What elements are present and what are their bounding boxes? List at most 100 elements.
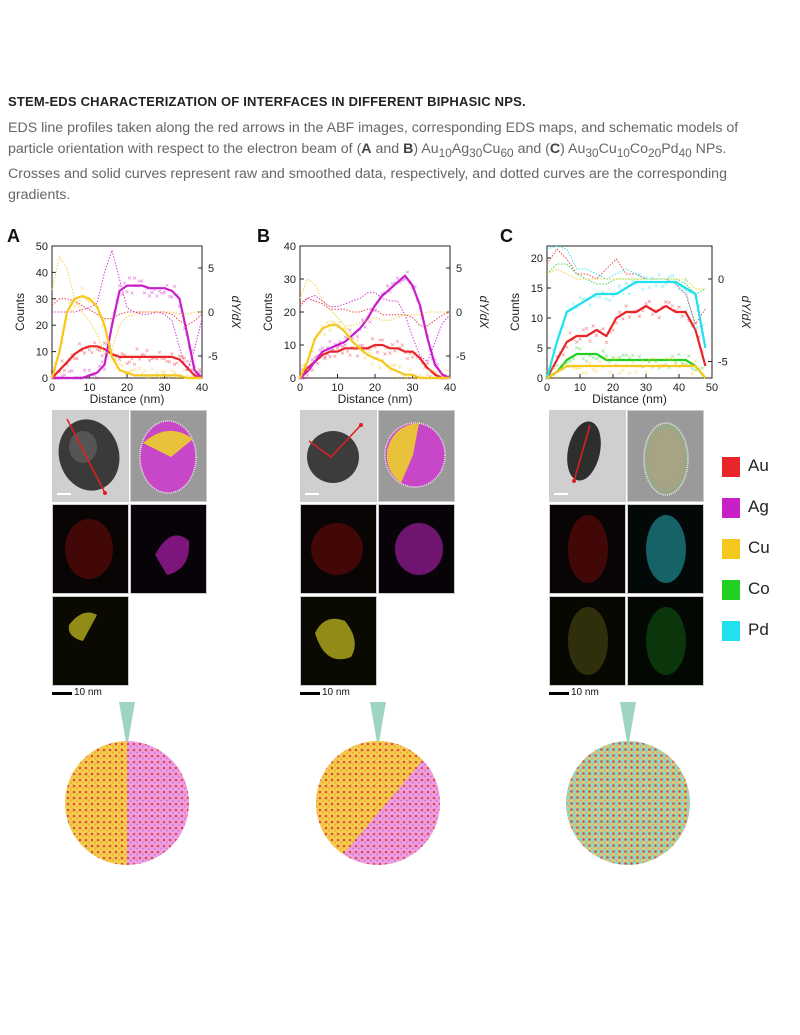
raw-data-cross — [90, 350, 94, 355]
raw-data-cross — [571, 366, 576, 371]
raw-data-cross — [555, 363, 559, 368]
y-axis-label: Counts — [508, 293, 522, 331]
raw-data-cross — [97, 348, 102, 353]
raw-data-cross — [162, 290, 167, 294]
raw-data-cross — [92, 341, 97, 345]
raw-data-cross — [348, 353, 352, 357]
raw-data-cross — [594, 357, 599, 361]
raw-data-cross — [584, 359, 589, 363]
raw-data-cross — [132, 362, 137, 366]
raw-data-cross — [172, 370, 177, 375]
raw-data-cross — [621, 353, 625, 357]
raw-data-cross — [670, 304, 675, 308]
figure-caption: EDS line profiles taken along the red ar… — [8, 120, 739, 203]
raw-data-cross — [667, 357, 671, 361]
raw-data-cross — [147, 376, 152, 380]
series-co — [545, 263, 707, 380]
raw-data-cross — [395, 376, 400, 380]
raw-data-cross — [425, 361, 430, 365]
x-tick-label: 40 — [444, 382, 456, 394]
raw-data-cross — [673, 361, 678, 365]
raw-data-cross — [640, 287, 645, 292]
raw-data-cross — [631, 360, 635, 365]
x-tick-label: 20 — [607, 382, 619, 394]
raw-data-cross — [150, 290, 154, 295]
raw-data-cross — [157, 289, 162, 294]
raw-data-cross — [624, 281, 628, 285]
raw-data-cross — [315, 361, 320, 366]
raw-data-cross — [607, 298, 612, 303]
series-ag — [50, 248, 203, 380]
raw-data-cross — [77, 299, 82, 303]
raw-data-cross — [664, 300, 668, 304]
raw-data-cross — [647, 299, 652, 304]
gradient-curve — [51, 255, 202, 355]
abf-image-b — [300, 410, 377, 502]
raw-data-cross — [120, 292, 124, 296]
y2-tick-label: -5 — [456, 351, 466, 363]
x-tick-label: 40 — [196, 382, 208, 394]
gradient-curve — [546, 268, 706, 290]
raw-data-cross — [72, 356, 77, 361]
raw-data-cross — [408, 367, 412, 372]
raw-data-cross — [320, 346, 325, 350]
raw-data-cross — [197, 367, 202, 372]
raw-data-cross — [177, 354, 182, 358]
raw-data-cross — [650, 312, 655, 317]
y-axis-label: Counts — [13, 293, 27, 331]
raw-data-cross — [657, 315, 661, 320]
raw-data-cross — [335, 346, 340, 350]
raw-data-cross — [172, 362, 177, 367]
y-tick-label: 40 — [36, 267, 48, 279]
raw-data-cross — [611, 328, 615, 332]
raw-data-cross — [305, 373, 310, 377]
eds-map-ag-b — [378, 504, 455, 594]
smoothed-curve — [299, 274, 451, 380]
raw-data-cross — [644, 301, 648, 306]
raw-data-cross — [185, 359, 189, 364]
eds-overlay-c — [627, 410, 704, 502]
raw-data-cross — [617, 371, 622, 376]
raw-data-cross — [328, 354, 332, 359]
raw-data-cross — [62, 368, 67, 373]
raw-data-cross — [120, 351, 124, 356]
raw-data-cross — [77, 342, 82, 346]
raw-data-cross — [617, 355, 622, 360]
raw-data-cross — [127, 276, 132, 280]
y-tick-label: 20 — [284, 307, 296, 319]
raw-data-cross — [355, 335, 360, 339]
raw-data-cross — [594, 369, 599, 374]
x-tick-label: 0 — [297, 382, 303, 394]
x-tick-label: 10 — [574, 382, 586, 394]
sphere-model-b — [316, 741, 440, 865]
raw-data-cross — [388, 351, 392, 355]
raw-data-cross — [310, 368, 315, 372]
raw-data-cross — [624, 304, 628, 308]
raw-data-cross — [182, 356, 187, 360]
legend-swatch-co — [722, 580, 740, 600]
raw-data-cross — [157, 376, 162, 380]
raw-data-cross — [555, 375, 559, 379]
raw-data-cross — [117, 284, 122, 288]
raw-data-cross — [568, 359, 572, 364]
raw-data-cross — [60, 359, 64, 363]
raw-data-cross — [70, 369, 74, 373]
raw-data-cross — [303, 376, 307, 380]
raw-data-cross — [368, 351, 372, 355]
raw-data-cross — [545, 369, 549, 374]
panel-letter-a: A — [7, 226, 20, 246]
raw-data-cross — [328, 328, 332, 332]
raw-data-cross — [578, 347, 582, 351]
eds-map-cu-b — [300, 596, 377, 686]
raw-data-cross — [82, 351, 87, 355]
raw-data-cross — [428, 368, 432, 373]
raw-data-cross — [172, 284, 177, 289]
raw-data-cross — [343, 335, 347, 339]
raw-data-cross — [650, 357, 655, 361]
raw-data-cross — [147, 358, 152, 363]
plot-frame — [546, 245, 713, 379]
raw-data-cross — [300, 363, 305, 368]
raw-data-cross — [581, 356, 586, 361]
raw-data-cross — [571, 302, 576, 306]
raw-data-cross — [591, 324, 595, 328]
